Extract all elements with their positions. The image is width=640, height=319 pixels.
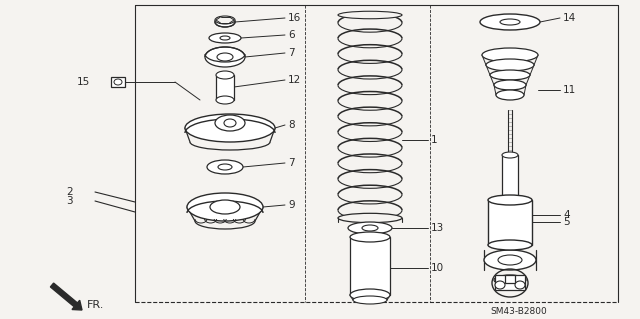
Ellipse shape	[217, 53, 233, 61]
Ellipse shape	[187, 193, 263, 221]
Ellipse shape	[207, 160, 243, 174]
Ellipse shape	[350, 289, 390, 301]
Ellipse shape	[502, 152, 518, 158]
Ellipse shape	[496, 90, 524, 100]
FancyArrow shape	[51, 283, 82, 310]
Ellipse shape	[486, 59, 534, 71]
Text: 2: 2	[67, 187, 73, 197]
Ellipse shape	[185, 114, 275, 142]
Ellipse shape	[114, 79, 122, 85]
Ellipse shape	[215, 115, 245, 131]
Ellipse shape	[209, 33, 241, 43]
Ellipse shape	[495, 281, 505, 289]
Ellipse shape	[353, 296, 387, 304]
Text: 15: 15	[77, 77, 90, 87]
Ellipse shape	[484, 250, 536, 270]
Ellipse shape	[215, 16, 235, 24]
Ellipse shape	[480, 14, 540, 30]
Text: 6: 6	[288, 30, 294, 40]
Ellipse shape	[220, 36, 230, 40]
Text: 14: 14	[563, 13, 576, 23]
Ellipse shape	[224, 119, 236, 127]
Text: 9: 9	[288, 200, 294, 210]
Text: 10: 10	[431, 263, 444, 273]
Ellipse shape	[498, 255, 522, 265]
Bar	[216, 75, 234, 100]
Ellipse shape	[338, 11, 402, 19]
Ellipse shape	[488, 240, 532, 250]
Text: 12: 12	[288, 75, 301, 85]
Ellipse shape	[488, 195, 532, 205]
Text: 5: 5	[563, 217, 570, 227]
Ellipse shape	[350, 232, 390, 242]
Ellipse shape	[215, 17, 235, 27]
Text: 7: 7	[288, 48, 294, 58]
Bar	[502, 155, 518, 200]
Ellipse shape	[210, 200, 240, 214]
Text: 3: 3	[67, 196, 73, 206]
Ellipse shape	[494, 80, 526, 90]
Text: 11: 11	[563, 85, 576, 95]
Ellipse shape	[348, 222, 392, 234]
Ellipse shape	[490, 70, 530, 80]
Ellipse shape	[205, 47, 245, 67]
Ellipse shape	[494, 275, 526, 285]
Text: 7: 7	[288, 158, 294, 168]
Ellipse shape	[218, 164, 232, 170]
Ellipse shape	[502, 197, 518, 203]
Ellipse shape	[216, 96, 234, 104]
Text: SM43-B2800: SM43-B2800	[490, 308, 547, 316]
Ellipse shape	[216, 71, 234, 79]
Bar	[495, 275, 525, 290]
Bar	[488, 200, 532, 245]
Text: 8: 8	[288, 120, 294, 130]
Ellipse shape	[500, 19, 520, 25]
Bar	[111, 77, 125, 87]
Ellipse shape	[362, 225, 378, 231]
Ellipse shape	[482, 48, 538, 62]
Bar	[505, 275, 515, 283]
Ellipse shape	[515, 281, 525, 289]
Text: 1: 1	[431, 135, 438, 145]
Text: 16: 16	[288, 13, 301, 23]
Ellipse shape	[338, 213, 402, 223]
Text: FR.: FR.	[87, 300, 104, 310]
Bar	[350, 237, 390, 295]
Text: 13: 13	[431, 223, 444, 233]
Text: 4: 4	[563, 210, 570, 220]
